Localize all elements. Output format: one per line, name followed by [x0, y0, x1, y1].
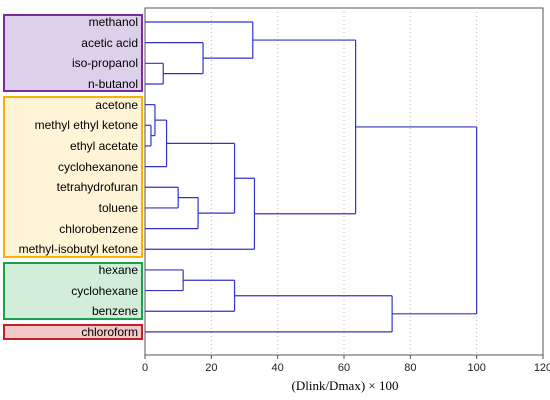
x-tick-label-100: 100: [467, 362, 485, 374]
x-axis-label: (Dlink/Dmax) × 100: [291, 378, 399, 393]
group-box-chloroform: [3, 323, 143, 341]
x-tick-label-120: 120: [534, 362, 550, 374]
leaf-label: acetic acid: [81, 35, 138, 50]
x-tick-label-20: 20: [205, 362, 217, 374]
group-box-hydrocarbons: [3, 261, 143, 320]
leaf-label: tetrahydrofuran: [56, 180, 138, 195]
x-tick-label-40: 40: [272, 362, 284, 374]
x-tick-label-60: 60: [338, 362, 350, 374]
leaf-label: methyl-isobutyl ketone: [18, 242, 138, 257]
x-tick-label-80: 80: [404, 362, 416, 374]
leaf-label: ethyl acetate: [69, 138, 138, 153]
leaf-label: n-butanol: [87, 76, 138, 91]
leaf-label: acetone: [95, 97, 138, 112]
leaf-label: benzene: [91, 304, 138, 319]
leaf-label: iso-propanol: [71, 56, 138, 71]
leaf-label: methyl ethyl ketone: [34, 118, 138, 133]
leaf-label: cyclohexane: [71, 283, 138, 298]
leaf-label: methanol: [88, 15, 138, 29]
leaf-label: cyclohexanone: [57, 159, 138, 174]
leaf-label: chlorobenzene: [59, 221, 138, 236]
leaf-label: hexane: [98, 262, 138, 277]
x-tick-label-0: 0: [142, 362, 148, 374]
group-box-ketones-esters-aromatics: [3, 96, 143, 258]
leaf-label: chloroform: [81, 324, 138, 339]
group-box-alcohols-acids: [3, 13, 143, 93]
leaf-label: toluene: [98, 200, 138, 215]
